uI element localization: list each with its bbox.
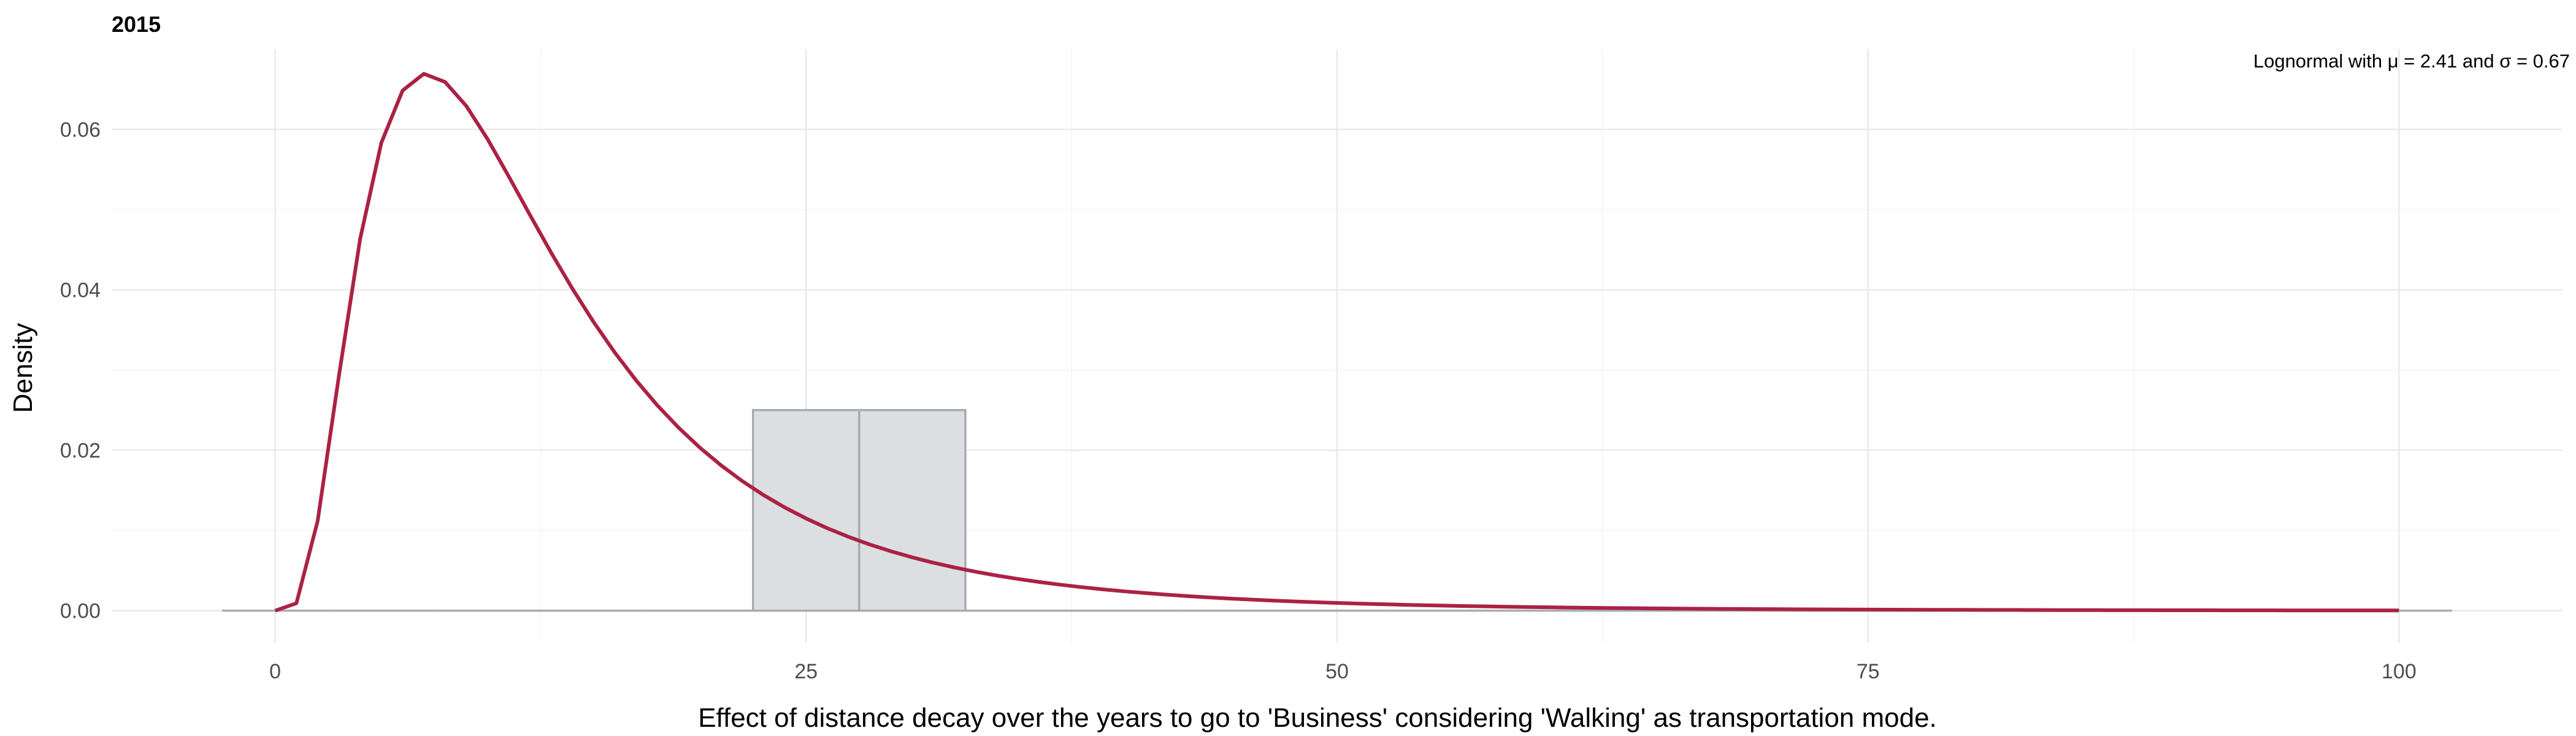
histogram-bar xyxy=(858,408,967,612)
x-tick-label: 25 xyxy=(794,660,818,683)
sigma-symbol: σ xyxy=(2499,50,2511,72)
x-tick-label: 100 xyxy=(2382,660,2417,683)
y-axis-tick-labels: 0.00 0.02 0.04 0.06 xyxy=(60,118,101,623)
density-curve-layer xyxy=(274,72,2399,613)
y-axis-title: Density xyxy=(8,323,38,413)
x-tick-label: 50 xyxy=(1325,660,1349,683)
fit-parameters-annotation: Lognormal with μ = 2.41 and σ = 0.67 xyxy=(2253,50,2570,72)
y-tick-label: 0.02 xyxy=(60,439,101,462)
lognormal-density-line xyxy=(274,72,2399,613)
x-tick-label: 0 xyxy=(269,660,281,683)
major-gridlines xyxy=(112,49,2563,643)
x-axis-title: Effect of distance decay over the years … xyxy=(698,703,1937,733)
histogram-bar xyxy=(751,408,861,612)
x-axis-tick-labels: 0 25 50 75 100 xyxy=(269,660,2417,683)
mu-symbol: μ xyxy=(2388,50,2399,72)
x-tick-label: 75 xyxy=(1857,660,1880,683)
panel-title: 2015 xyxy=(112,12,161,37)
y-tick-label: 0.00 xyxy=(60,600,101,623)
y-tick-label: 0.06 xyxy=(60,118,101,142)
y-tick-label: 0.04 xyxy=(60,278,101,302)
